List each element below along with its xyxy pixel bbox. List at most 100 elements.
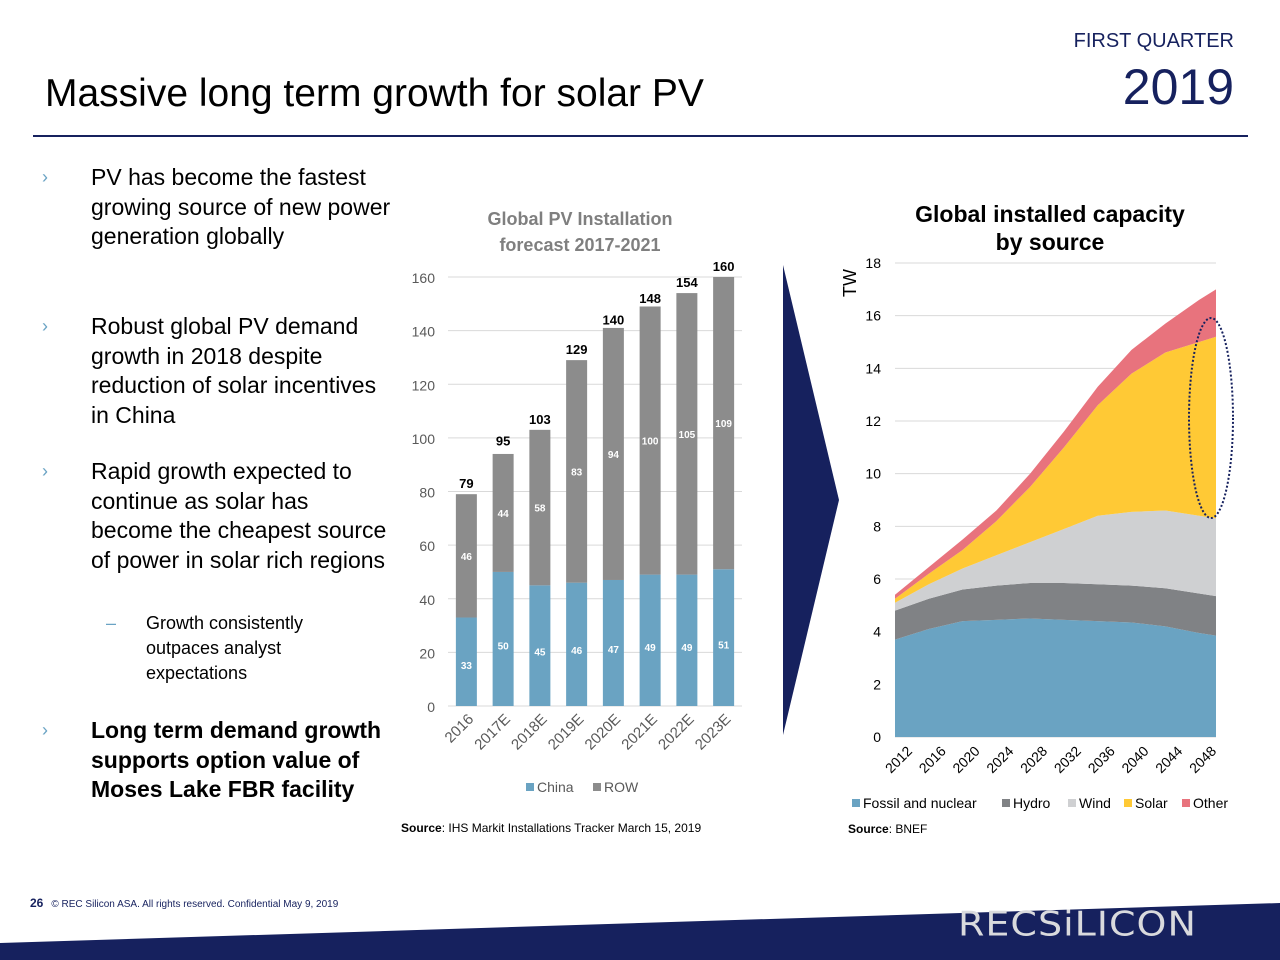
legend-swatch [1124,799,1132,807]
chevron-right-icon: › [42,316,48,336]
bar-row [713,277,735,570]
segment-value-label: 58 [534,504,546,515]
y-tick-label: 4 [873,624,881,640]
page-number: 26 [30,896,44,910]
year-label: 2019 [1122,59,1234,115]
bar-row [492,453,514,572]
area-wind [895,510,1216,611]
area-hydro [895,582,1216,640]
total-value-label: 129 [566,342,588,357]
legend-label: ROW [604,779,639,795]
y-tick-label: 0 [873,729,881,745]
total-value-label: 95 [496,433,510,448]
x-tick-label: 2022E [655,711,698,754]
x-tick-label: 2018E [508,711,551,754]
bar-china [566,582,588,706]
area-solar [895,336,1216,603]
x-tick-label: 2019E [545,711,588,754]
segment-value-label: 45 [534,647,546,658]
y-tick-label: 14 [865,360,881,376]
x-tick-label: 2020E [582,711,625,754]
sub-bullet-text: Growth consistently outpaces analyst exp… [146,613,304,683]
bar-china [455,617,477,706]
y-tick-label: 80 [419,485,435,501]
total-value-label: 79 [459,476,473,491]
quarter-label: FIRST QUARTER [1073,30,1234,52]
legend-swatch [1068,799,1076,807]
y-tick-label: 140 [412,324,436,340]
segment-value-label: 44 [498,509,510,520]
bar-china [492,571,514,706]
bar-china [713,569,735,706]
bar-china [529,585,551,706]
x-tick-label: 2016 [916,743,949,776]
segment-value-label: 51 [718,641,730,652]
pv-installation-chart: Global PV Installation forecast 2017-202… [401,209,742,835]
segment-value-label: 46 [461,552,473,563]
y-tick-label: 0 [427,699,435,715]
y-tick-label: 8 [873,518,881,534]
bar-row [676,293,698,575]
bar-row [529,429,551,586]
legend-swatch [1182,799,1190,807]
bar-row [602,327,624,580]
legend-label: Fossil and nuclear [863,795,977,811]
y-axis-label: TW [840,269,860,297]
segment-value-label: 83 [571,467,583,478]
chart-subtitle: by source [996,229,1105,255]
x-tick-label: 2048 [1186,743,1219,776]
bullet-text: Long term demand growth supports option … [91,717,382,802]
y-tick-label: 160 [412,270,436,286]
footer-band [0,903,1280,960]
legend-swatch [1002,799,1010,807]
x-tick-label: 2023E [692,711,735,754]
segment-value-label: 105 [679,430,696,441]
y-tick-label: 60 [419,538,435,554]
x-tick-label: 2017E [471,711,514,754]
y-tick-label: 18 [865,255,881,271]
x-tick-label: 2044 [1152,743,1185,776]
segment-value-label: 94 [608,450,620,461]
area-fossil-and-nuclear [895,618,1216,737]
x-tick-label: 2020 [949,743,982,776]
bullet-text: Rapid growth expected to continue as sol… [91,458,387,573]
y-tick-label: 40 [419,592,435,608]
x-tick-label: 2032 [1051,743,1084,776]
bar-row [566,360,588,583]
chevron-right-icon: › [42,461,48,481]
installed-capacity-chart: Global installed capacity by source TW 0… [840,201,1234,836]
total-value-label: 140 [603,313,625,328]
segment-value-label: 100 [642,437,659,448]
segment-value-label: 49 [681,643,693,654]
chevron-right-icon: › [42,720,48,740]
total-value-label: 148 [639,291,661,306]
legend-swatch [852,799,860,807]
segment-value-label: 50 [498,642,510,653]
total-value-label: 160 [713,259,735,274]
header-divider [33,135,1248,137]
x-tick-label: 2040 [1118,743,1151,776]
area-other [895,289,1216,599]
y-tick-label: 6 [873,571,881,587]
x-tick-label: 2021E [618,711,661,754]
segment-value-label: 109 [715,419,732,430]
chart-title: Global installed capacity [915,201,1185,227]
legend-swatch [526,783,534,791]
legend-label: Wind [1079,795,1111,811]
chart-title: Global PV Installation [487,209,672,229]
bullet-text: Robust global PV demand growth in 2018 d… [91,313,377,428]
total-value-label: 154 [676,275,698,290]
legend-label: China [537,779,574,795]
segment-value-label: 49 [645,643,657,654]
x-tick-label: 2036 [1085,743,1118,776]
bar-china [639,574,661,706]
y-tick-label: 16 [865,308,881,324]
y-tick-label: 20 [419,645,435,661]
legend-label: Solar [1135,795,1168,811]
source-note: Source: BNEF [848,822,927,836]
rec-silicon-logo: RECSiLICON [958,904,1197,944]
segment-value-label: 33 [461,661,473,672]
legend-swatch [593,783,601,791]
page-title: Massive long term growth for solar PV [45,72,704,115]
y-tick-label: 12 [865,413,881,429]
